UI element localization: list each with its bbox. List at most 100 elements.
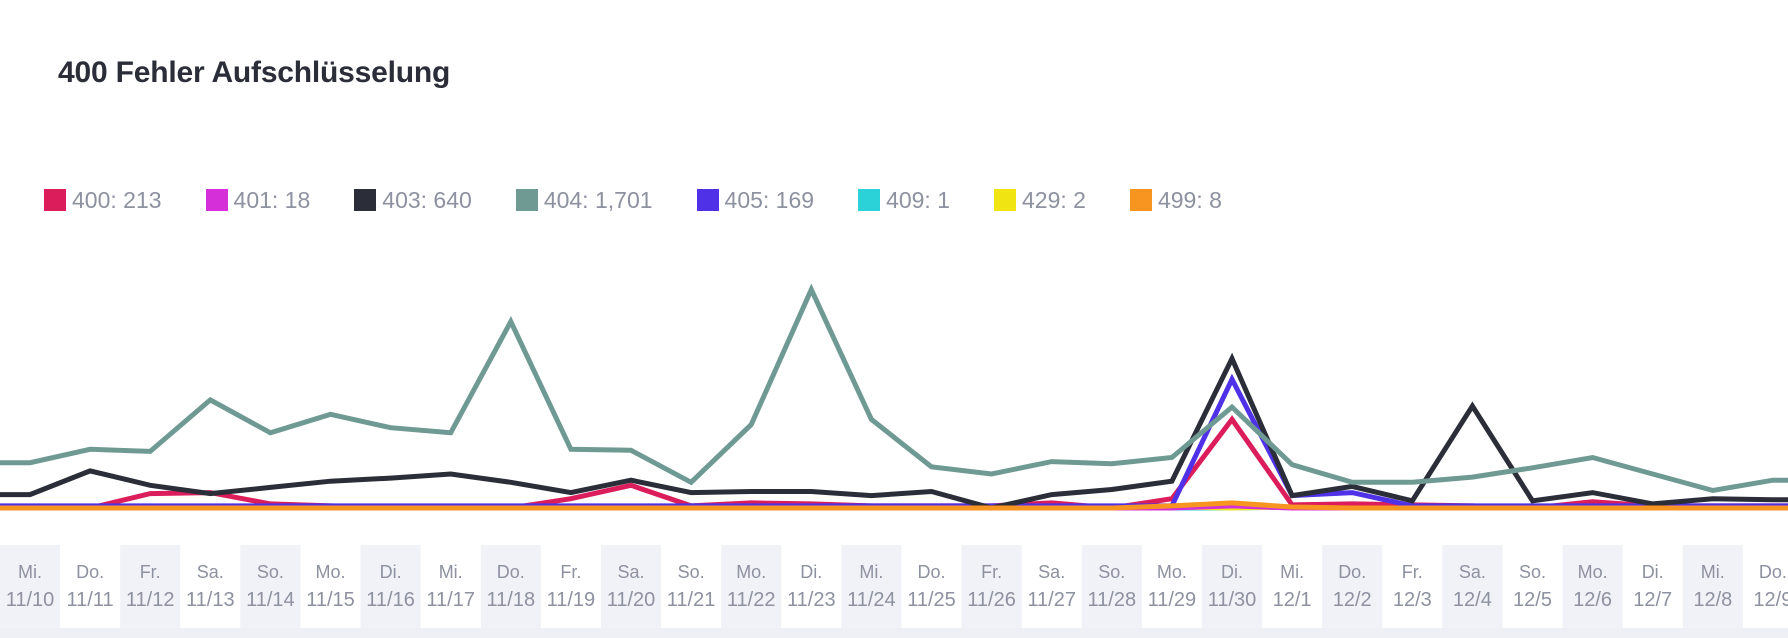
x-tick-day: Do.	[1338, 562, 1366, 582]
x-tick-label: 11/24	[847, 589, 896, 611]
x-tick-day: Di.	[1642, 562, 1664, 582]
x-tick-label: 12/3	[1393, 589, 1432, 611]
x-tick-day: Mi.	[1280, 562, 1304, 582]
x-tick-label: 11/17	[426, 589, 475, 611]
x-tick-label: 11/20	[607, 589, 656, 611]
x-tick-day: Sa.	[1038, 562, 1065, 582]
legend-swatch-400	[44, 189, 66, 211]
x-tick-day: Fr.	[981, 562, 1002, 582]
x-tick-day: Do.	[76, 562, 104, 582]
x-tick-day: So.	[1519, 562, 1546, 582]
x-tick-label: 11/23	[787, 589, 836, 611]
x-axis-band	[841, 545, 902, 630]
legend-item-401[interactable]: 401: 18	[205, 186, 311, 214]
legend-item-404[interactable]: 404: 1,701	[515, 186, 653, 214]
x-tick-label: 12/7	[1633, 589, 1672, 611]
x-axis-band	[240, 545, 301, 630]
x-tick-day: So.	[678, 562, 705, 582]
x-tick-label: 11/11	[67, 589, 114, 611]
chart-title: 400 Fehler Aufschlüsselung	[58, 56, 451, 89]
legend-item-405[interactable]: 405: 169	[696, 186, 815, 214]
legend-label: 404: 1,701	[543, 186, 653, 213]
legend-swatch-403	[354, 189, 377, 211]
x-tick-label: 12/5	[1513, 589, 1552, 611]
x-tick-day: Sa.	[197, 562, 224, 582]
x-tick-label: 11/19	[547, 589, 596, 611]
legend-swatch-499	[1129, 189, 1152, 211]
x-tick-label: 11/15	[306, 589, 355, 611]
series-line-404	[0, 283, 1788, 494]
x-tick-day: Do.	[917, 562, 945, 582]
x-axis-band	[961, 545, 1022, 630]
x-axis-band	[0, 545, 61, 630]
x-tick-day: So.	[257, 562, 284, 582]
x-tick-day: Mo.	[1578, 562, 1608, 582]
legend-swatch-429	[994, 189, 1017, 211]
x-tick-label: 12/6	[1573, 589, 1612, 611]
x-tick-day: Mo.	[315, 562, 345, 582]
legend-item-400[interactable]: 400: 213	[44, 187, 162, 214]
x-tick-day: Fr.	[560, 562, 581, 582]
x-tick-day: Sa.	[1459, 562, 1486, 582]
x-axis-footer	[0, 628, 1788, 638]
x-tick-day: Sa.	[617, 562, 644, 582]
x-tick-label: 11/26	[967, 589, 1016, 611]
legend-item-499[interactable]: 499: 8	[1129, 186, 1222, 214]
x-tick-day: Do.	[497, 562, 525, 582]
x-tick-label: 11/28	[1088, 589, 1137, 611]
x-tick-day: Do.	[1759, 562, 1787, 582]
legend-label: 401: 18	[233, 186, 311, 213]
x-tick-label: 11/22	[727, 589, 776, 611]
x-tick-day: Fr.	[1402, 562, 1423, 582]
legend-label: 409: 1	[886, 186, 951, 213]
chart-legend: 400: 213 401: 18 403: 640 404: 1,701 405: 16…	[44, 184, 1266, 216]
x-tick-label: 11/29	[1148, 589, 1197, 611]
x-tick-day: Di.	[800, 562, 822, 582]
legend-item-429[interactable]: 429: 2	[994, 187, 1086, 214]
x-axis-band	[120, 545, 181, 630]
x-tick-label: 11/10	[6, 589, 55, 611]
legend-label: 405: 169	[724, 186, 815, 213]
x-tick-label: 11/27	[1027, 589, 1076, 611]
x-tick-label: 12/1	[1273, 589, 1312, 611]
legend-item-409[interactable]: 409: 1	[858, 187, 950, 214]
x-tick-label: 12/4	[1453, 589, 1492, 611]
x-tick-label: 11/13	[186, 589, 235, 611]
x-tick-day: Mi.	[439, 562, 463, 582]
x-tick-day: Fr.	[140, 562, 161, 582]
x-tick-day: So.	[1098, 562, 1125, 582]
x-axis-band	[480, 545, 541, 630]
x-tick-label: 11/30	[1208, 589, 1257, 611]
x-axis-band	[1442, 545, 1503, 630]
x-axis-band	[1322, 545, 1383, 630]
x-axis-band	[721, 545, 782, 630]
x-axis-band	[600, 545, 662, 630]
x-axis-band	[1201, 545, 1263, 630]
legend-label: 403: 640	[382, 186, 472, 213]
x-tick-label: 11/25	[907, 589, 956, 611]
x-tick-day: Di.	[1221, 562, 1243, 582]
x-axis-band	[1562, 545, 1623, 630]
x-tick-day: Mo.	[736, 562, 766, 582]
x-tick-day: Mo.	[1157, 562, 1187, 582]
legend-label: 499: 8	[1157, 186, 1222, 213]
legend-label: 429: 2	[1022, 186, 1086, 213]
legend-swatch-405	[696, 189, 719, 211]
x-tick-day: Mi.	[859, 562, 883, 582]
legend-label: 400: 213	[72, 186, 162, 213]
series-line-499	[0, 500, 1788, 511]
x-tick-label: 12/9	[1753, 589, 1788, 611]
legend-swatch-401	[205, 189, 228, 211]
x-axis-band	[1081, 545, 1142, 630]
x-tick-label: 12/2	[1333, 589, 1372, 611]
x-tick-label: 11/21	[667, 589, 716, 611]
x-tick-label: 11/14	[246, 589, 295, 611]
x-tick-day: Mi.	[1701, 562, 1725, 582]
x-tick-label: 11/12	[126, 589, 175, 611]
x-tick-day: Mi.	[18, 562, 42, 582]
x-axis-band	[360, 545, 421, 630]
x-tick-day: Di.	[380, 562, 402, 582]
x-tick-label: 12/8	[1693, 589, 1732, 611]
legend-item-403[interactable]: 403: 640	[354, 187, 472, 214]
